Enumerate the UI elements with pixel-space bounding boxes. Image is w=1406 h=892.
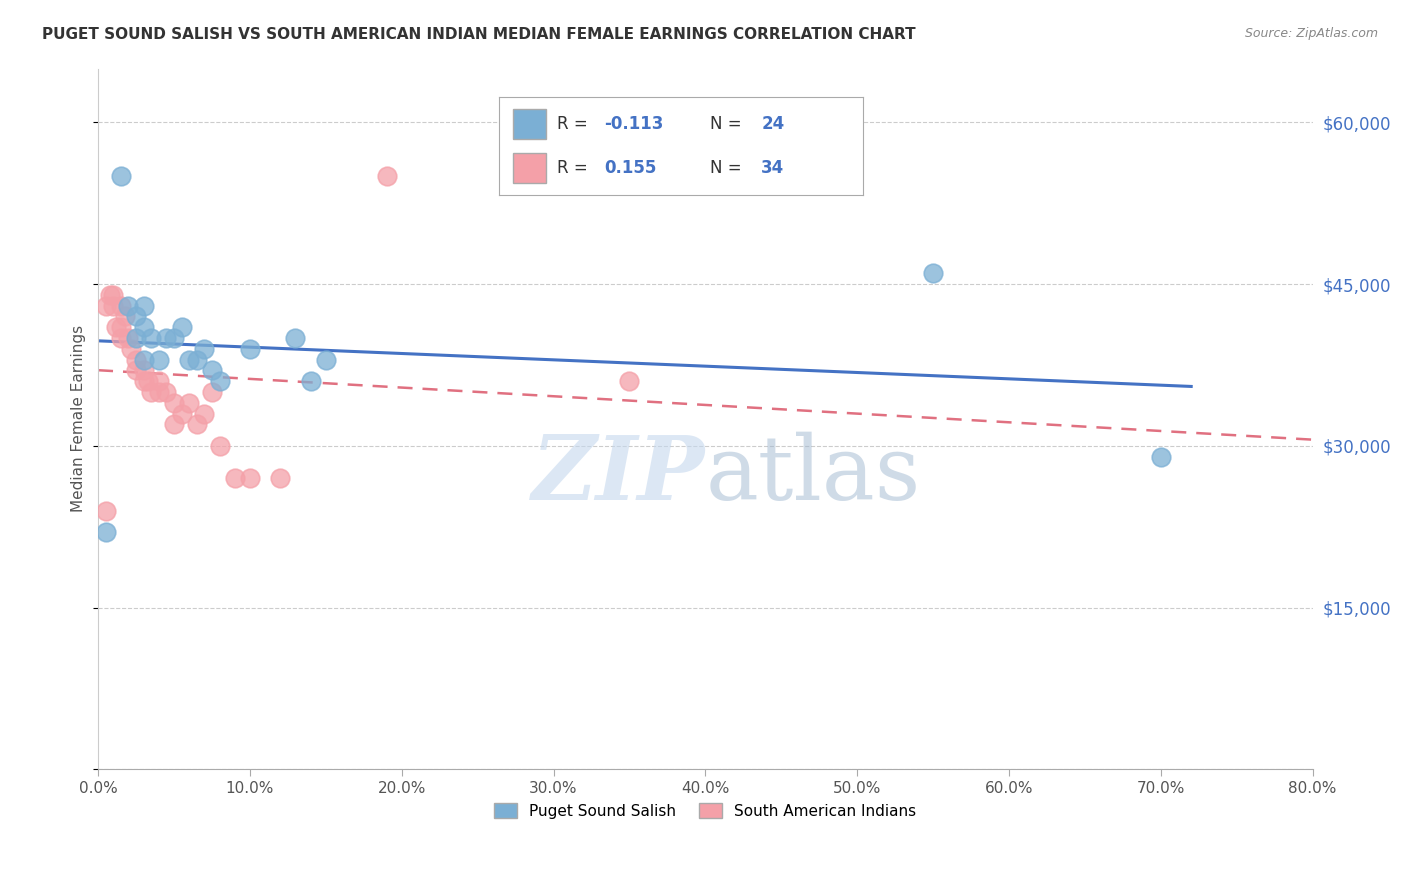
Legend: Puget Sound Salish, South American Indians: Puget Sound Salish, South American India… <box>488 797 922 825</box>
Point <box>208 374 231 388</box>
Point <box>239 342 262 356</box>
Point <box>155 331 177 345</box>
Text: atlas: atlas <box>706 432 921 518</box>
Point <box>163 331 186 345</box>
Point <box>170 407 193 421</box>
Point <box>125 310 148 324</box>
Point <box>155 384 177 399</box>
Point <box>98 288 121 302</box>
Point <box>117 299 139 313</box>
Point <box>148 352 170 367</box>
Point <box>179 352 201 367</box>
Point <box>619 374 641 388</box>
Point <box>193 407 215 421</box>
Point <box>125 331 148 345</box>
Point <box>201 363 224 377</box>
Point <box>132 374 155 388</box>
Point <box>125 363 148 377</box>
Point <box>284 331 307 345</box>
Point <box>208 439 231 453</box>
Point <box>141 384 163 399</box>
Point <box>224 471 246 485</box>
Point <box>132 352 155 367</box>
Point <box>94 299 117 313</box>
Text: Source: ZipAtlas.com: Source: ZipAtlas.com <box>1244 27 1378 40</box>
Point <box>239 471 262 485</box>
Text: PUGET SOUND SALISH VS SOUTH AMERICAN INDIAN MEDIAN FEMALE EARNINGS CORRELATION C: PUGET SOUND SALISH VS SOUTH AMERICAN IND… <box>42 27 915 42</box>
Point <box>125 352 148 367</box>
Point <box>132 363 155 377</box>
Point <box>148 374 170 388</box>
Point <box>163 396 186 410</box>
Point <box>120 342 142 356</box>
Point <box>136 374 159 388</box>
Point <box>1150 450 1173 464</box>
Point <box>114 310 136 324</box>
Point <box>94 503 117 517</box>
Point <box>132 299 155 313</box>
Point <box>132 320 155 334</box>
Y-axis label: Median Female Earnings: Median Female Earnings <box>72 326 86 513</box>
Point <box>299 374 322 388</box>
Point <box>922 266 945 280</box>
Point <box>193 342 215 356</box>
Point <box>315 352 337 367</box>
Point <box>148 384 170 399</box>
Point <box>110 331 132 345</box>
Point <box>186 417 208 432</box>
Point <box>186 352 208 367</box>
Point <box>105 320 128 334</box>
Point <box>201 384 224 399</box>
Point <box>103 299 125 313</box>
Point <box>163 417 186 432</box>
Point <box>94 525 117 540</box>
Point <box>110 299 132 313</box>
Point <box>117 331 139 345</box>
Point <box>375 169 398 184</box>
Point <box>269 471 291 485</box>
Point <box>170 320 193 334</box>
Text: ZIP: ZIP <box>531 432 706 518</box>
Point <box>141 331 163 345</box>
Point <box>110 320 132 334</box>
Point <box>179 396 201 410</box>
Point <box>110 169 132 184</box>
Point <box>103 288 125 302</box>
